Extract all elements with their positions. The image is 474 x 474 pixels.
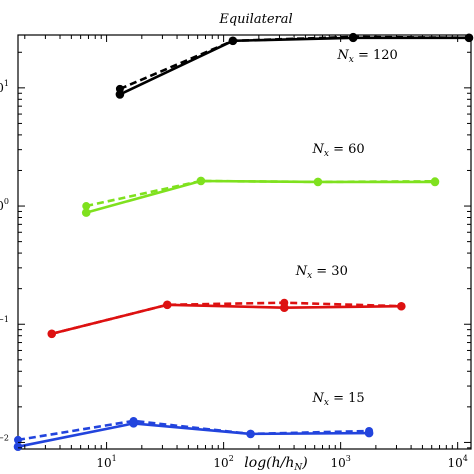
data-point-dashed xyxy=(82,202,91,211)
series-solid-line xyxy=(51,303,402,336)
series-label-sub: x xyxy=(307,271,312,281)
data-point xyxy=(364,428,374,438)
y-tick-label-exponent: 0 xyxy=(4,197,9,206)
series-solid-line xyxy=(85,179,435,214)
series-label: Nx = 120 xyxy=(336,48,397,65)
data-point xyxy=(115,90,125,99)
series-label-value: = 30 xyxy=(312,264,348,279)
y-tick-label-exponent: −2 xyxy=(0,433,9,442)
series-3 xyxy=(13,416,374,452)
series-label-sub: x xyxy=(324,398,329,408)
y-tick-label: 01 xyxy=(0,79,9,95)
series-1 xyxy=(81,176,440,217)
y-tick-label: 00 xyxy=(0,197,9,213)
x-tick-label: 101 xyxy=(96,454,116,470)
x-tick-label-base: 10 xyxy=(213,456,228,470)
series-solid-line xyxy=(17,422,370,448)
series-label-var: N xyxy=(336,48,349,63)
data-point xyxy=(279,303,289,313)
y-tick-label-exponent: −1 xyxy=(0,315,9,324)
x-tick-label-exponent: 1 xyxy=(112,454,117,463)
y-tick-label-base: 0 xyxy=(0,199,4,213)
series-label: Nx = 30 xyxy=(295,264,348,281)
plot-area xyxy=(17,34,472,450)
series-label-var: N xyxy=(311,142,324,157)
series-label-sub: x xyxy=(324,149,329,159)
plot-frame xyxy=(17,34,472,450)
series-label-var: N xyxy=(311,391,324,406)
y-tick-label-exponent: 1 xyxy=(4,79,9,88)
data-point xyxy=(313,177,323,187)
series-label-value: = 15 xyxy=(329,391,365,406)
x-tick-label: 102 xyxy=(213,454,233,470)
series-label-var: N xyxy=(295,264,308,279)
x-tick-label-base: 10 xyxy=(447,456,462,470)
series-label-value: = 120 xyxy=(354,48,398,63)
data-point xyxy=(47,329,57,339)
series-label: Nx = 15 xyxy=(311,391,364,408)
data-point xyxy=(228,36,238,46)
data-point xyxy=(464,33,474,43)
x-tick-label-exponent: 2 xyxy=(229,454,234,463)
y-tick-label-base: 0 xyxy=(0,81,4,95)
data-point xyxy=(397,301,406,311)
series-layer xyxy=(13,32,474,452)
data-point xyxy=(162,300,172,310)
series-label-sub: x xyxy=(349,55,354,65)
data-point xyxy=(129,419,138,428)
x-tick-label-base: 10 xyxy=(330,456,345,470)
x-axis-label: log(h/hN) xyxy=(244,455,307,473)
y-tick-label: 0−2 xyxy=(0,433,9,449)
x-tick-label-exponent: 4 xyxy=(463,454,468,463)
data-point xyxy=(430,177,440,187)
data-point-dashed xyxy=(14,435,22,444)
series-0 xyxy=(115,32,474,99)
data-point xyxy=(196,176,206,186)
y-tick-label: 0−1 xyxy=(0,315,9,331)
data-point xyxy=(246,429,255,439)
data-point xyxy=(348,33,358,43)
x-tick-label: 104 xyxy=(447,454,467,470)
x-tick-label-base: 10 xyxy=(96,456,111,470)
x-tick-label-exponent: 3 xyxy=(346,454,351,463)
series-label-value: = 60 xyxy=(329,142,365,157)
series-dashed-line xyxy=(119,35,470,91)
data-point xyxy=(81,208,91,217)
x-tick-label: 103 xyxy=(330,454,350,470)
chart-title: Equilateral xyxy=(218,12,292,27)
series-label: Nx = 60 xyxy=(311,142,364,159)
series-dashed-line xyxy=(85,179,436,208)
data-point xyxy=(13,442,23,452)
series-2 xyxy=(47,298,406,339)
